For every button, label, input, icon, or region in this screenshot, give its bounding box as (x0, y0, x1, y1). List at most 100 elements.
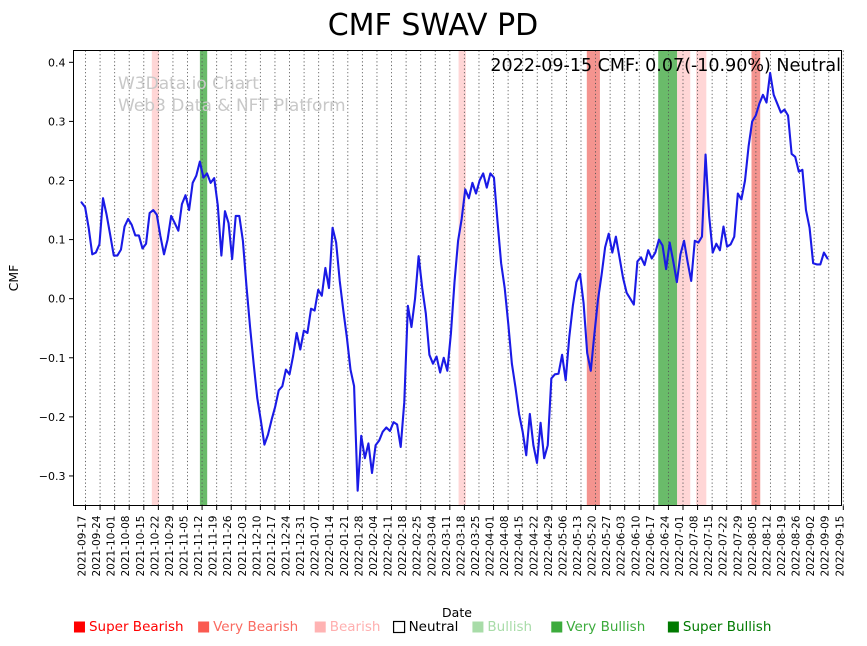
y-tick-label: 0.1 (48, 234, 66, 247)
legend-swatch-icon (551, 621, 563, 633)
x-tick-label: 2022-06-10 (630, 516, 642, 577)
x-tick-label: 2022-08-12 (761, 516, 773, 577)
x-tick-label: 2022-03-11 (441, 516, 453, 577)
signal-band-bearish (696, 50, 707, 506)
x-tick-label: 2022-02-18 (397, 516, 409, 577)
legend-item-bearish[interactable]: Bearish (314, 619, 381, 635)
x-tick-label: 2022-03-18 (455, 516, 467, 577)
x-tick-label: 2021-10-29 (164, 516, 176, 577)
signal-band-very-bullish (199, 50, 208, 506)
x-tick-label: 2021-12-24 (281, 515, 293, 576)
latest-value-annotation: 2022-09-15 CMF: 0.07(-10.90%) Neutral (490, 56, 841, 76)
x-tick-label: 2022-01-14 (324, 515, 336, 576)
legend-swatch-icon (73, 621, 85, 633)
x-tick-label: 2022-01-21 (339, 516, 351, 577)
signal-band-very-bullish (658, 50, 678, 506)
x-tick-label: 2022-07-29 (732, 516, 744, 577)
x-tick-label: 2022-02-11 (383, 516, 395, 577)
signal-band-bearish (677, 50, 691, 506)
x-axis: 2021-09-17 2021-09-24 2021-10-01 2021-10-08… (77, 505, 846, 577)
legend-swatch-icon (314, 621, 326, 633)
legend-item-bullish[interactable]: Bullish (472, 619, 532, 635)
x-tick-label: 2022-01-28 (353, 516, 365, 577)
y-tick-label: −0.1 (39, 352, 66, 365)
x-tick-label: 2022-02-25 (412, 516, 424, 577)
x-tick-label: 2022-05-27 (601, 516, 613, 577)
x-tick-label: 2022-04-08 (499, 516, 511, 577)
legend-swatch-icon (472, 621, 484, 633)
x-tick-label: 2022-02-04 (368, 515, 380, 576)
x-tick-label: 2021-11-05 (179, 516, 191, 577)
x-tick-label: 2022-09-15 (834, 516, 846, 577)
x-tick-label: 2022-06-24 (659, 515, 671, 576)
x-tick-label: 2021-11-12 (193, 516, 205, 577)
x-tick-label: 2022-06-17 (645, 516, 657, 577)
x-tick-label: 2021-11-19 (208, 516, 220, 577)
legend-item-very-bullish[interactable]: Very Bullish (551, 619, 645, 635)
y-axis: 0.4 0.3 0.2 0.1 0.0 −0.1 −0.2 −0.3 (39, 56, 74, 483)
signal-band-bearish (458, 50, 466, 506)
y-axis-label: CMF (6, 265, 21, 292)
legend-item-very-bearish[interactable]: Very Bearish (198, 619, 298, 635)
legend-swatch-icon (392, 620, 406, 634)
x-tick-label: 2022-05-13 (572, 516, 584, 577)
x-tick-label: 2022-04-29 (543, 516, 555, 577)
signal-band-bearish (151, 50, 160, 506)
legend-item-neutral[interactable]: Neutral (392, 619, 459, 635)
page-title: CMF SWAV PD (328, 8, 539, 43)
x-tick-label: 2022-05-06 (557, 515, 569, 576)
x-axis-label: Date (442, 605, 472, 620)
cmf-series-line (80, 71, 829, 492)
x-tick-label: 2021-10-15 (135, 516, 147, 577)
x-tick-label: 2021-09-24 (91, 515, 103, 576)
legend: Super Bearish Very Bearish Bearish Neutral B… (73, 619, 772, 635)
x-tick-label: 2022-08-26 (791, 515, 803, 576)
x-tick-label: 2022-04-15 (514, 516, 526, 577)
x-tick-label: 2021-10-01 (106, 516, 118, 577)
x-tick-label: 2021-10-22 (149, 516, 161, 577)
signal-band-very-bearish (586, 50, 600, 506)
x-tick-label: 2021-10-08 (120, 516, 132, 577)
x-tick-label: 2021-12-03 (237, 516, 249, 577)
x-tick-label: 2022-03-25 (470, 516, 482, 577)
x-tick-label: 2022-01-07 (310, 516, 322, 577)
legend-label: Super Bullish (683, 619, 772, 635)
legend-label: Bullish (487, 619, 532, 635)
legend-label: Neutral (409, 619, 459, 635)
legend-label: Very Bullish (566, 619, 645, 635)
x-tick-label: 2022-08-05 (747, 516, 759, 577)
legend-item-super-bearish[interactable]: Super Bearish (73, 619, 184, 635)
x-tick-label: 2022-06-03 (616, 516, 628, 577)
x-tick-label: 2022-04-01 (485, 516, 497, 577)
y-tick-label: −0.2 (39, 411, 66, 424)
plot-area-border (73, 50, 842, 506)
y-tick-label: 0.3 (48, 115, 66, 128)
legend-item-super-bullish[interactable]: Super Bullish (667, 619, 772, 635)
gridlines (85, 50, 844, 506)
y-tick-label: 0.0 (48, 293, 66, 306)
x-tick-label: 2022-09-02 (805, 516, 817, 577)
x-tick-label: 2022-07-08 (689, 516, 701, 577)
x-tick-label: 2021-12-17 (266, 516, 278, 577)
y-tick-label: 0.2 (48, 175, 66, 188)
x-tick-label: 2021-11-26 (222, 515, 234, 576)
y-tick-label: −0.3 (39, 470, 66, 483)
x-tick-label: 2021-12-31 (295, 516, 307, 577)
y-tick-label: 0.4 (48, 56, 66, 69)
x-tick-label: 2021-12-10 (251, 516, 263, 577)
x-tick-label: 2021-09-17 (77, 516, 89, 577)
legend-label: Very Bearish (213, 619, 298, 635)
x-tick-label: 2022-08-19 (776, 516, 788, 577)
legend-label: Super Bearish (89, 619, 184, 635)
legend-label: Bearish (330, 619, 381, 635)
x-tick-label: 2022-04-22 (528, 516, 540, 577)
watermark-line-1: W3Data.io Chart (118, 74, 259, 94)
x-tick-label: 2022-07-01 (674, 516, 686, 577)
legend-swatch-icon (667, 621, 679, 633)
x-tick-label: 2022-05-20 (587, 516, 599, 577)
x-tick-label: 2022-07-22 (718, 516, 730, 577)
legend-swatch-icon (198, 621, 210, 633)
